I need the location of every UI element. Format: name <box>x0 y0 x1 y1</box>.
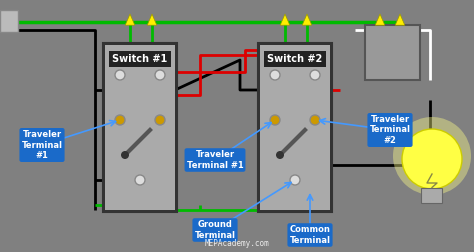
Bar <box>365 25 420 80</box>
FancyBboxPatch shape <box>103 43 177 212</box>
Text: MEPAcademy.com: MEPAcademy.com <box>205 239 269 248</box>
Polygon shape <box>147 14 157 25</box>
Text: Ground
Terminal: Ground Terminal <box>194 220 236 240</box>
Text: Switch #2: Switch #2 <box>267 54 323 64</box>
Polygon shape <box>280 14 290 25</box>
FancyBboxPatch shape <box>260 45 330 210</box>
FancyBboxPatch shape <box>105 45 175 210</box>
Circle shape <box>155 115 165 125</box>
Circle shape <box>310 115 320 125</box>
Text: Switch #1: Switch #1 <box>112 54 168 64</box>
Text: Traveler
Terminal
#1: Traveler Terminal #1 <box>21 130 63 160</box>
Polygon shape <box>395 14 405 25</box>
Circle shape <box>135 175 145 185</box>
Polygon shape <box>302 14 312 25</box>
Circle shape <box>290 175 300 185</box>
Circle shape <box>393 117 471 195</box>
Text: Traveler
Terminal #1: Traveler Terminal #1 <box>187 150 243 170</box>
Bar <box>0 10 18 32</box>
Circle shape <box>121 151 129 159</box>
Text: Common
Terminal: Common Terminal <box>290 225 330 245</box>
Circle shape <box>155 70 165 80</box>
Circle shape <box>402 129 462 189</box>
FancyBboxPatch shape <box>258 43 332 212</box>
Bar <box>421 187 443 203</box>
Polygon shape <box>375 14 385 25</box>
Circle shape <box>270 115 280 125</box>
Circle shape <box>270 70 280 80</box>
Circle shape <box>115 115 125 125</box>
Circle shape <box>310 70 320 80</box>
Circle shape <box>115 70 125 80</box>
Circle shape <box>276 151 284 159</box>
Text: Traveler
Terminal
#2: Traveler Terminal #2 <box>370 115 410 145</box>
Polygon shape <box>125 14 135 25</box>
